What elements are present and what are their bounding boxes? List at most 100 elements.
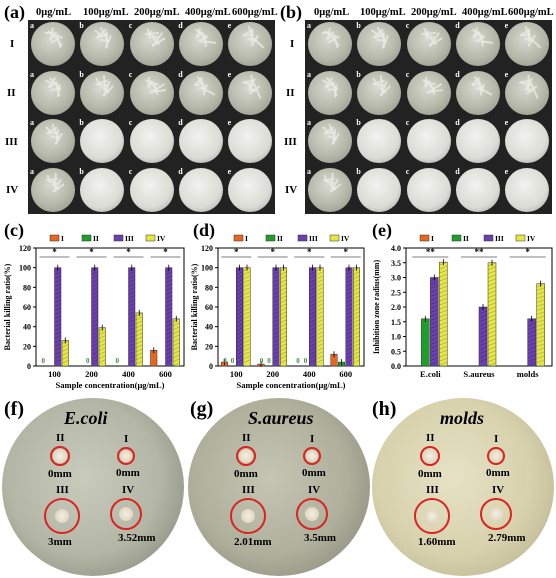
bar-hatch [439,333,448,338]
bar-hatch [91,287,99,291]
bar-hatch [309,359,316,363]
y-tick-label: 80 [205,283,213,292]
bar-hatch [128,299,136,303]
bar-hatch [345,351,353,355]
bar-hatch [478,346,488,351]
bar-hatch [316,335,324,339]
bar-hatch [536,323,545,327]
y-tick-label: 20 [23,342,31,351]
dish-letter: b [356,118,361,127]
bar-hatch [478,322,488,327]
bar-hatch [243,323,251,327]
sample-disc [489,507,503,521]
bar-hatch [309,339,316,343]
dish-letter: d [178,118,183,127]
x-tick-label: 100 [230,369,243,379]
petri-dish [357,167,402,212]
conc-header-b2: 200μg/mL [411,7,457,18]
well-tag: I [124,433,129,445]
dish-letter: e [227,118,232,127]
bar-hatch [536,315,545,319]
dish-letter: c [128,166,133,176]
well-tag: I [494,433,499,445]
y-tick-label: 40 [205,323,213,332]
bar-hatch [61,360,69,364]
dish-letter: a [30,21,34,30]
bar-hatch [353,327,360,331]
sample-disc [423,449,437,463]
bar-hatch [165,307,173,311]
bar-hatch [91,331,99,335]
bar-hatch [430,305,439,309]
bar-hatch [243,319,251,323]
bar-hatch [487,362,497,366]
legend-label: I [61,234,64,243]
bar-hatch [316,347,324,351]
bar-hatch [478,342,488,347]
bar-hatch [165,311,173,315]
bar-hatch [128,331,136,335]
conc-header-a1: 100μg/mL [83,7,129,18]
bar-hatch [54,315,62,319]
well-tag: III [56,484,69,496]
petri-dish [178,119,223,164]
bar-hatch [128,355,136,359]
significance-mark: * [234,247,239,257]
y-tick-label: 2.5 [391,288,401,297]
petri-dish [129,167,174,212]
bar-hatch [280,319,287,323]
bar-hatch [243,335,251,339]
x-axis-label: Sample concentration(μg/mL) [56,380,165,390]
bar-hatch [236,331,243,335]
dish-letter: c [405,69,410,79]
legend-label: IV [527,234,536,243]
bar-hatch [243,355,251,359]
inhibition-zone-ring [50,446,70,466]
petri-dish [357,70,402,115]
bar-hatch [128,287,136,291]
bar-hatch [165,279,173,283]
y-tick-label: 0.5 [391,347,401,356]
bar-hatch [280,327,287,331]
petri-dish [178,167,223,212]
panel-label-h: (h) [372,398,397,420]
zone-radius-value: 3.52mm [118,532,156,544]
bar-hatch [487,282,497,286]
significance-mark: * [52,247,57,257]
bar-hatch [243,359,251,363]
panel-label-b: (b) [280,2,302,22]
zone-radius-value: 2.79mm [488,532,526,544]
bar-hatch [478,318,488,323]
bar-hatch [236,347,243,351]
bar-hatch [345,311,353,315]
bar-hatch [316,303,324,307]
dish-letter: c [405,166,410,176]
bar-hatch [309,319,316,323]
petri-dish [228,167,273,212]
zero-mark: 0 [304,357,308,365]
bar-hatch [272,331,280,335]
dish-letter: d [455,21,460,30]
bar-hatch [243,291,251,295]
bar-hatch [487,310,497,314]
inhibition-zone-ring [110,498,142,530]
dish-letter: d [178,69,183,79]
bar-hatch [135,336,143,341]
dish-letter: d [178,166,183,176]
bar-hatch [439,297,448,302]
y-axis-label: Bacterial killing ratio(%) [190,263,199,350]
bar-hatch [165,275,173,279]
bar-hatch [165,271,173,275]
bar-hatch [128,343,136,347]
bar-hatch [316,323,324,327]
bar-hatch [243,331,251,335]
bar-hatch [272,283,280,287]
petri-dish [129,119,174,164]
bar-hatch [439,321,448,326]
bar-hatch [165,347,173,351]
zone-radius-value: 1.60mm [418,536,456,548]
zero-mark: 0 [260,357,264,365]
bar-hatch [243,339,251,343]
conc-header-a2: 200μg/mL [134,7,180,18]
bar-hatch [280,303,287,307]
